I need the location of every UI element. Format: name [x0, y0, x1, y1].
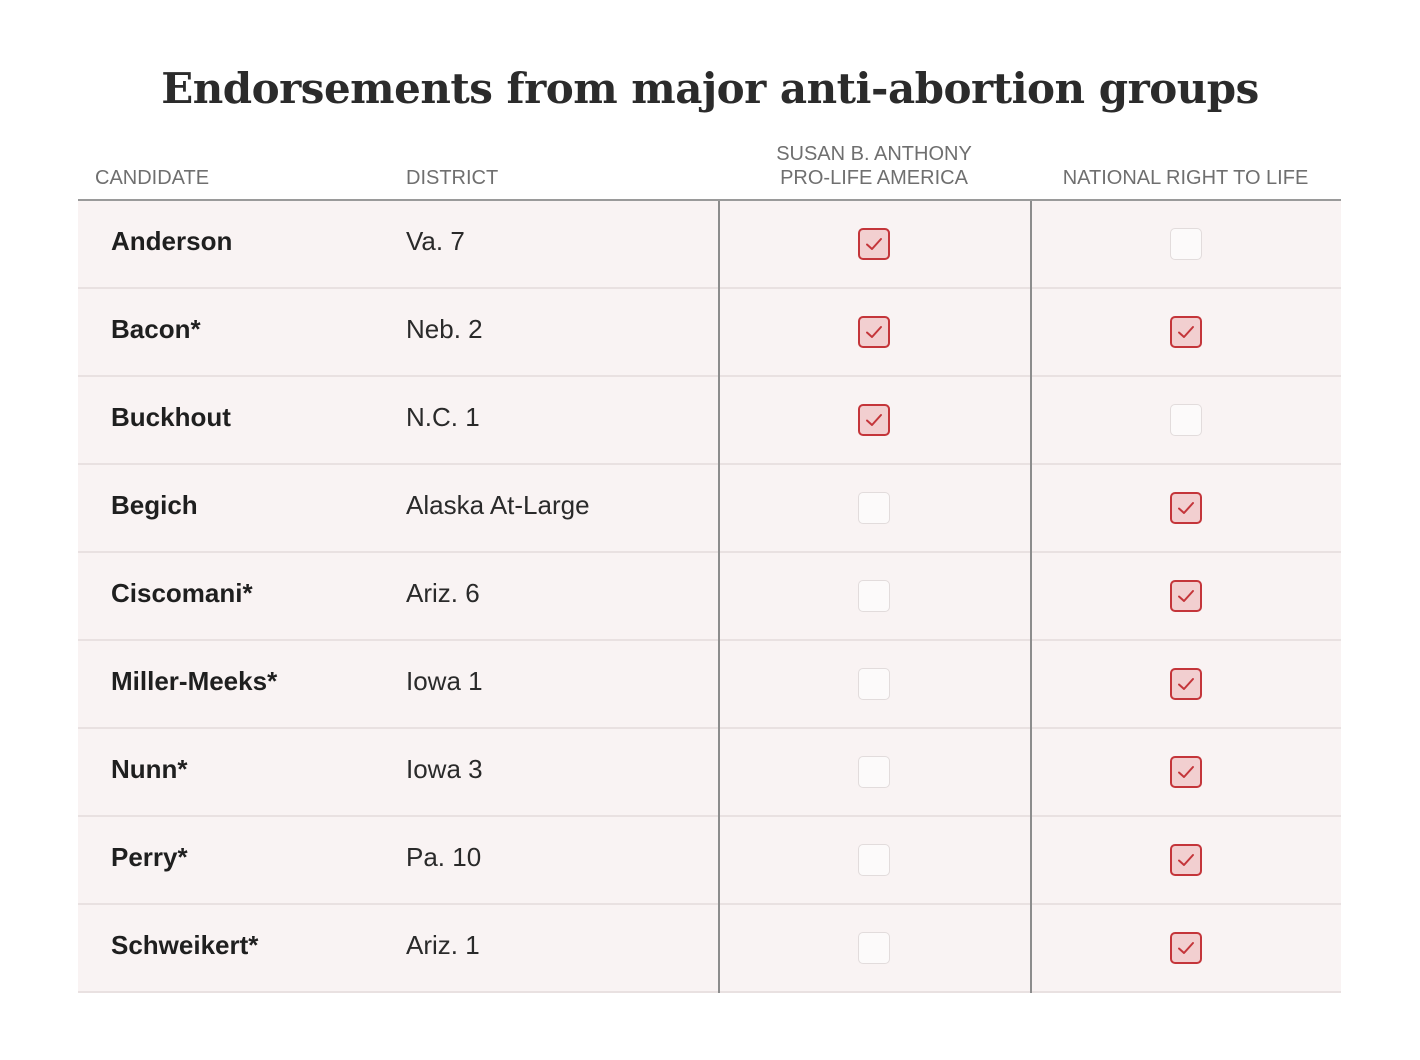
- candidate-name: Miller-Meeks*: [111, 666, 278, 696]
- table-row: Buckhout N.C. 1: [78, 377, 1341, 465]
- column-header-district: DISTRICT: [406, 167, 499, 189]
- column-header-nrl: NATIONAL RIGHT TO LIFE: [1062, 167, 1309, 189]
- checked-box-icon: [1169, 316, 1202, 348]
- district-name: Iowa 1: [406, 666, 483, 696]
- district-name: Neb. 2: [406, 314, 483, 344]
- table-row: Perry* Pa. 10: [78, 817, 1341, 905]
- nrl-endorsement-cell: [1030, 729, 1341, 815]
- nrl-endorsement-cell: [1030, 641, 1341, 727]
- sba-endorsement-cell: [718, 465, 1030, 551]
- empty-box-icon: [858, 580, 890, 612]
- nrl-endorsement-cell: [1030, 465, 1341, 551]
- checked-box-icon: [1169, 756, 1202, 788]
- nrl-endorsement-cell: [1030, 289, 1341, 375]
- empty-box-icon: [1169, 404, 1202, 436]
- column-divider-sba: [718, 201, 720, 993]
- header-rule: [78, 199, 1341, 201]
- candidate-name: Perry*: [111, 842, 188, 872]
- candidate-name: Nunn*: [111, 754, 188, 784]
- table-row: Anderson Va. 7: [78, 201, 1341, 289]
- sba-endorsement-cell: [718, 377, 1030, 463]
- column-divider-nrl: [1030, 201, 1032, 993]
- sba-endorsement-cell: [718, 201, 1030, 287]
- column-header-sba-line2: PRO-LIFE AMERICA: [780, 167, 968, 189]
- checked-box-icon: [1169, 580, 1202, 612]
- checked-box-icon: [1169, 492, 1202, 524]
- sba-endorsement-cell: [718, 817, 1030, 903]
- sba-endorsement-cell: [718, 553, 1030, 639]
- checked-box-icon: [1169, 668, 1202, 700]
- candidate-name: Ciscomani*: [111, 578, 253, 608]
- column-header-candidate: CANDIDATE: [95, 167, 210, 189]
- table-row: Schweikert* Ariz. 1: [78, 905, 1341, 993]
- candidate-name: Begich: [111, 490, 198, 520]
- nrl-endorsement-cell: [1030, 817, 1341, 903]
- empty-box-icon: [858, 492, 890, 524]
- sba-endorsement-cell: [718, 641, 1030, 727]
- district-name: Pa. 10: [406, 842, 482, 872]
- empty-box-icon: [858, 844, 890, 876]
- district-name: Va. 7: [406, 226, 465, 256]
- checked-box-icon: [858, 228, 890, 260]
- candidate-name: Buckhout: [111, 402, 231, 432]
- candidate-name: Bacon*: [111, 314, 201, 344]
- district-name: Alaska At-Large: [406, 490, 590, 520]
- chart-title: Endorsements from major anti-abortion gr…: [161, 64, 1259, 113]
- table-row: Nunn* Iowa 3: [78, 729, 1341, 817]
- empty-box-icon: [858, 932, 890, 964]
- nrl-endorsement-cell: [1030, 201, 1341, 287]
- candidate-name: Anderson: [111, 226, 233, 256]
- table-row: Bacon* Neb. 2: [78, 289, 1341, 377]
- district-name: Ariz. 1: [406, 930, 480, 960]
- column-header-sba: SUSAN B. ANTHONY PRO-LIFE AMERICA: [718, 142, 1030, 190]
- district-name: Ariz. 6: [406, 578, 480, 608]
- candidate-name: Schweikert*: [111, 930, 259, 960]
- district-name: Iowa 3: [406, 754, 483, 784]
- column-header-sba-line1: SUSAN B. ANTHONY: [776, 143, 972, 165]
- checked-box-icon: [1169, 844, 1202, 876]
- empty-box-icon: [858, 756, 890, 788]
- checked-box-icon: [858, 316, 890, 348]
- empty-box-icon: [1169, 228, 1202, 260]
- table-row: Miller-Meeks* Iowa 1: [78, 641, 1341, 729]
- sba-endorsement-cell: [718, 905, 1030, 991]
- nrl-endorsement-cell: [1030, 905, 1341, 991]
- district-name: N.C. 1: [406, 402, 480, 432]
- sba-endorsement-cell: [718, 289, 1030, 375]
- empty-box-icon: [858, 668, 890, 700]
- checked-box-icon: [1169, 932, 1202, 964]
- checked-box-icon: [858, 404, 890, 436]
- table-row: Ciscomani* Ariz. 6: [78, 553, 1341, 641]
- table-row: Begich Alaska At-Large: [78, 465, 1341, 553]
- nrl-endorsement-cell: [1030, 377, 1341, 463]
- sba-endorsement-cell: [718, 729, 1030, 815]
- nrl-endorsement-cell: [1030, 553, 1341, 639]
